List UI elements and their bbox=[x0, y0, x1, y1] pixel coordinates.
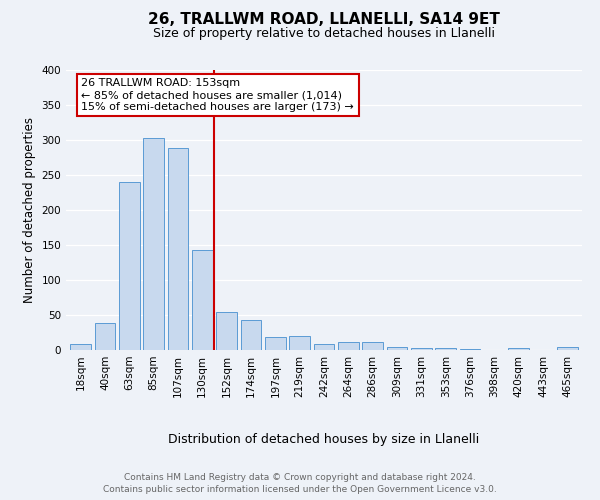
Bar bbox=[362, 342, 383, 350]
Text: Contains HM Land Registry data © Crown copyright and database right 2024.: Contains HM Land Registry data © Crown c… bbox=[124, 472, 476, 482]
Text: 26, TRALLWM ROAD, LLANELLI, SA14 9ET: 26, TRALLWM ROAD, LLANELLI, SA14 9ET bbox=[148, 12, 500, 28]
Bar bbox=[557, 347, 578, 350]
Bar bbox=[289, 336, 310, 350]
Text: 26 TRALLWM ROAD: 153sqm
← 85% of detached houses are smaller (1,014)
15% of semi: 26 TRALLWM ROAD: 153sqm ← 85% of detache… bbox=[82, 78, 354, 112]
Bar bbox=[216, 312, 237, 350]
Bar bbox=[119, 182, 140, 350]
Bar bbox=[314, 344, 334, 350]
Bar bbox=[70, 344, 91, 350]
Y-axis label: Number of detached properties: Number of detached properties bbox=[23, 117, 36, 303]
Bar bbox=[143, 138, 164, 350]
Text: Contains public sector information licensed under the Open Government Licence v3: Contains public sector information licen… bbox=[103, 485, 497, 494]
Bar bbox=[95, 324, 115, 350]
Text: Size of property relative to detached houses in Llanelli: Size of property relative to detached ho… bbox=[153, 28, 495, 40]
Text: Distribution of detached houses by size in Llanelli: Distribution of detached houses by size … bbox=[169, 432, 479, 446]
Bar bbox=[338, 342, 359, 350]
Bar bbox=[436, 348, 456, 350]
Bar bbox=[241, 320, 262, 350]
Bar bbox=[192, 250, 212, 350]
Bar bbox=[411, 348, 432, 350]
Bar bbox=[167, 148, 188, 350]
Bar bbox=[265, 338, 286, 350]
Bar bbox=[386, 346, 407, 350]
Bar bbox=[508, 348, 529, 350]
